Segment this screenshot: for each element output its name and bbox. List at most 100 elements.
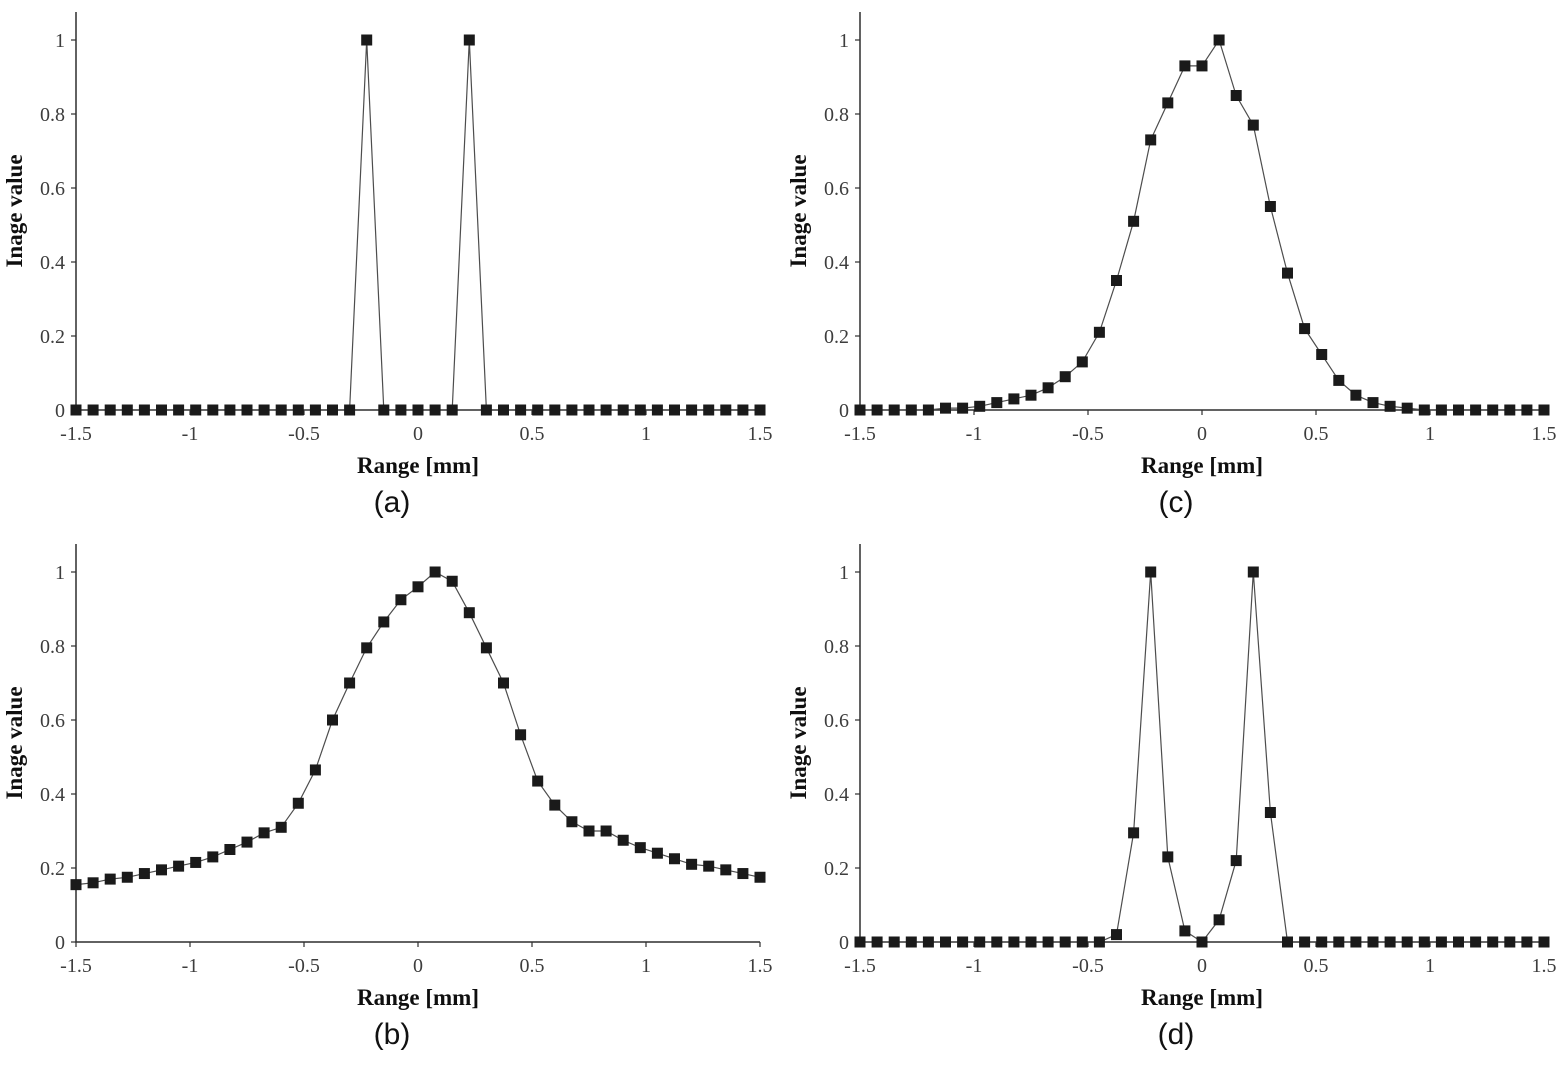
data-marker bbox=[207, 404, 219, 416]
data-marker bbox=[412, 581, 424, 593]
data-marker bbox=[1538, 404, 1550, 416]
data-marker bbox=[720, 864, 732, 876]
data-marker bbox=[361, 642, 373, 654]
data-marker bbox=[922, 404, 934, 416]
data-marker bbox=[429, 566, 441, 578]
data-marker bbox=[566, 816, 578, 828]
chart-b-panel-label: (b) bbox=[373, 1018, 411, 1051]
x-tick-label: 0 bbox=[1197, 955, 1207, 977]
data-marker bbox=[1196, 60, 1208, 72]
data-marker bbox=[1076, 936, 1088, 948]
x-tick-label: 1 bbox=[1425, 955, 1435, 977]
x-tick-label: 1 bbox=[641, 955, 651, 977]
x-tick-label: -1.5 bbox=[60, 423, 92, 445]
data-marker bbox=[703, 404, 715, 416]
data-marker bbox=[1504, 936, 1516, 948]
y-tick-label: 0.2 bbox=[824, 326, 849, 348]
data-marker bbox=[70, 404, 82, 416]
data-marker bbox=[1008, 393, 1020, 405]
data-marker bbox=[498, 404, 509, 416]
data-marker bbox=[854, 936, 866, 948]
data-marker bbox=[1179, 60, 1191, 72]
data-marker bbox=[1128, 827, 1140, 839]
data-marker bbox=[1316, 349, 1328, 360]
x-axis-title: Range [mm] bbox=[357, 453, 479, 478]
data-marker bbox=[583, 404, 595, 416]
y-tick-label: 0.2 bbox=[40, 858, 65, 880]
data-marker bbox=[1076, 356, 1088, 368]
data-marker bbox=[871, 404, 883, 416]
data-marker bbox=[922, 936, 934, 948]
x-tick-label: 1.5 bbox=[748, 955, 773, 977]
axes bbox=[859, 544, 1544, 943]
data-marker bbox=[905, 936, 917, 948]
x-tick-label: -0.5 bbox=[288, 955, 320, 977]
data-marker bbox=[583, 825, 595, 837]
data-marker bbox=[1213, 914, 1225, 926]
axes bbox=[859, 12, 1544, 411]
data-marker bbox=[463, 607, 475, 619]
series-line bbox=[860, 571, 1544, 943]
data-marker bbox=[1418, 404, 1430, 416]
data-marker bbox=[617, 834, 629, 846]
chart-b: -1.5 -1 -0.5 0 0.5 1 1.5 0 0.2 0.4 0.6 0.8 1 Range [m… bbox=[0, 532, 784, 1065]
data-marker bbox=[446, 575, 458, 587]
chart-a-plot: -1.5 -1 -0.5 0 0.5 1 1.5 0 0.2 0.4 0.6 0.8 1 Range [m… bbox=[2, 12, 773, 478]
data-marker bbox=[1333, 936, 1345, 948]
data-marker bbox=[1384, 400, 1396, 412]
data-marker bbox=[1264, 807, 1276, 818]
x-tick-label: 0 bbox=[1197, 423, 1207, 445]
x-tick-label: -1 bbox=[966, 423, 983, 445]
data-marker bbox=[1196, 936, 1208, 948]
data-marker bbox=[463, 34, 475, 46]
data-marker bbox=[1213, 34, 1225, 46]
x-tick-label: 1 bbox=[641, 423, 651, 445]
data-marker bbox=[429, 404, 441, 416]
data-marker bbox=[686, 858, 698, 870]
data-marker bbox=[905, 404, 917, 416]
data-marker bbox=[480, 642, 492, 654]
data-marker bbox=[275, 821, 287, 833]
data-marker bbox=[737, 404, 749, 416]
axes bbox=[75, 12, 760, 411]
data-marker bbox=[720, 404, 732, 416]
data-marker bbox=[1418, 936, 1430, 948]
y-tick-label: 0.4 bbox=[824, 784, 849, 806]
y-tick-label: 0 bbox=[55, 400, 65, 422]
data-marker bbox=[1111, 275, 1122, 286]
data-marker bbox=[1435, 404, 1447, 416]
series-line bbox=[76, 39, 760, 411]
x-axis-title: Range [mm] bbox=[357, 985, 479, 1010]
data-marker bbox=[703, 860, 715, 872]
data-marker bbox=[1316, 936, 1328, 948]
x-axis-title: Range [mm] bbox=[1141, 453, 1263, 478]
x-tick-label: -1 bbox=[182, 955, 199, 977]
data-marker bbox=[1435, 936, 1447, 948]
x-tick-label: 0.5 bbox=[1304, 955, 1329, 977]
data-marker bbox=[1008, 936, 1020, 948]
x-tick-label: 0.5 bbox=[520, 955, 545, 977]
data-marker bbox=[1350, 389, 1362, 401]
x-tick-label: -1.5 bbox=[60, 955, 92, 977]
y-tick-label: 0.8 bbox=[824, 104, 849, 126]
data-marker bbox=[600, 825, 612, 837]
data-marker bbox=[974, 936, 986, 948]
data-marker bbox=[1179, 925, 1191, 937]
data-marker bbox=[104, 404, 116, 416]
data-marker bbox=[378, 616, 390, 628]
data-marker bbox=[1025, 936, 1037, 948]
y-tick-label: 1 bbox=[839, 562, 849, 584]
y-axis-title: Inage value bbox=[2, 154, 27, 267]
data-marker bbox=[1230, 90, 1242, 101]
data-marker bbox=[515, 404, 527, 416]
data-marker bbox=[224, 844, 236, 855]
x-tick-label: 0 bbox=[413, 423, 423, 445]
y-tick-label: 0.8 bbox=[40, 636, 65, 658]
data-marker bbox=[1025, 389, 1037, 401]
data-marker bbox=[344, 404, 356, 416]
data-marker bbox=[207, 851, 219, 863]
chart-a: -1.5 -1 -0.5 0 0.5 1 1.5 0 0.2 0.4 0.6 0.8 1 Range [m… bbox=[0, 0, 784, 532]
data-marker bbox=[754, 404, 766, 416]
data-marker bbox=[121, 404, 133, 416]
data-marker bbox=[309, 404, 321, 416]
